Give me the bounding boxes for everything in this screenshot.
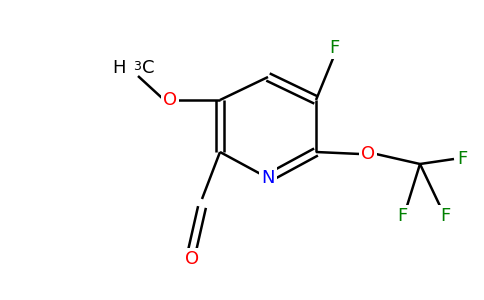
Text: F: F (457, 150, 467, 168)
Text: N: N (261, 169, 275, 187)
Text: 3: 3 (133, 60, 141, 73)
Text: F: F (329, 39, 339, 57)
Text: C: C (142, 59, 154, 77)
Text: O: O (185, 250, 199, 268)
Text: O: O (361, 145, 375, 163)
Text: H: H (112, 59, 126, 77)
Text: F: F (397, 207, 407, 225)
Text: F: F (440, 207, 450, 225)
Text: O: O (163, 91, 177, 109)
